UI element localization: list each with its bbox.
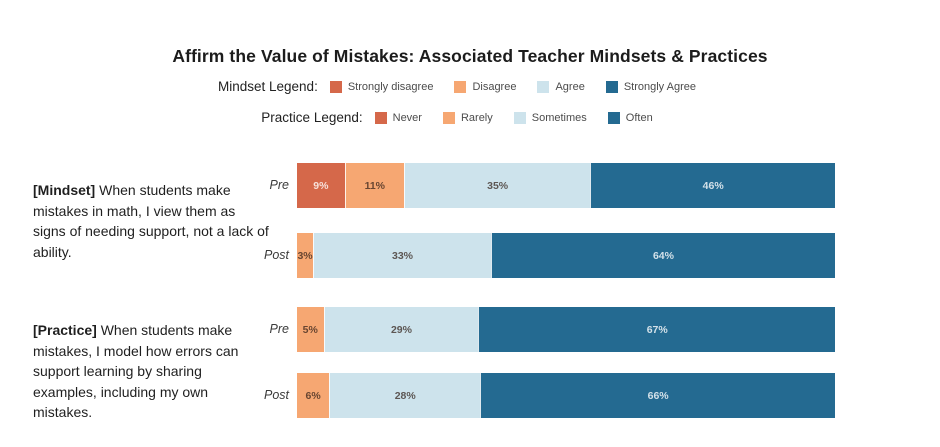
bar-segment-strongly-disagree: 9% (297, 163, 345, 208)
legend-label-disagree: Disagree (472, 80, 517, 93)
stacked-bar-practice-pre: 5% 29% 67% (297, 307, 835, 352)
bar-segment-sometimes: 28% (329, 373, 481, 418)
bar-segment-rarely: 5% (297, 307, 324, 352)
question-practice: [Practice] When students make mistakes, … (33, 320, 269, 423)
segment-value-label: 5% (302, 323, 318, 336)
row-label-mindset-post: Post (263, 248, 289, 262)
legend-item-disagree: Disagree (454, 80, 517, 93)
stacked-bar-mindset-post: 3% 33% 64% (297, 233, 835, 278)
legend-item-never: Never (374, 111, 422, 124)
legend-item-sometimes: Sometimes (513, 111, 587, 124)
legend-label-never: Never (392, 111, 422, 124)
stacked-bar-mindset-pre: 9% 11% 35% 46% (297, 163, 835, 208)
bar-segment-strongly-agree: 64% (490, 233, 835, 278)
question-practice-text: When students make mistakes, I model how… (33, 322, 239, 420)
legend-item-often: Often (607, 111, 653, 124)
segment-value-label: 33% (392, 249, 414, 262)
legend-swatch-rarely (442, 111, 455, 124)
question-mindset-tag: [Mindset] (33, 182, 96, 198)
row-label-practice-post: Post (263, 388, 289, 402)
question-mindset-text: When students make mistakes in math, I v… (33, 182, 269, 260)
segment-value-label: 9% (313, 179, 329, 192)
bar-segment-often: 66% (480, 373, 835, 418)
legend-label-often: Often (625, 111, 653, 124)
bar-segment-strongly-agree: 46% (590, 163, 835, 208)
legend-label-strongly-disagree: Strongly disagree (347, 80, 434, 93)
question-mindset: [Mindset] When students make mistakes in… (33, 180, 269, 262)
segment-value-label: 66% (647, 389, 669, 402)
legend-practice-title: Practice Legend: (261, 110, 363, 125)
legend-practice: Practice Legend: Never Rarely Sometimes … (0, 110, 914, 125)
bar-segment-often: 67% (478, 307, 835, 352)
segment-value-label: 35% (487, 179, 509, 192)
segment-value-label: 11% (364, 179, 386, 192)
bar-row-mindset-pre: Pre 9% 11% 35% 46% (240, 163, 843, 208)
stacked-bar-practice-post: 6% 28% 66% (297, 373, 835, 418)
legend-mindset: Mindset Legend: Strongly disagree Disagr… (0, 79, 914, 94)
legend-swatch-never (374, 111, 387, 124)
segment-value-label: 3% (297, 249, 313, 262)
question-practice-tag: [Practice] (33, 322, 97, 338)
legend-item-strongly-disagree: Strongly disagree (329, 80, 434, 93)
legend-mindset-title: Mindset Legend: (218, 79, 318, 94)
bar-segment-agree: 33% (313, 233, 491, 278)
legend-label-rarely: Rarely (460, 111, 493, 124)
bar-row-practice-pre: Pre 5% 29% 67% (240, 307, 843, 352)
bar-row-mindset-post: Post 3% 33% 64% (240, 233, 843, 278)
bar-segment-agree: 35% (403, 163, 591, 208)
legend-item-agree: Agree (537, 80, 585, 93)
legend-swatch-often (607, 111, 620, 124)
bar-segment-sometimes: 29% (323, 307, 479, 352)
bar-row-practice-post: Post 6% 28% 66% (240, 373, 843, 418)
legend-item-rarely: Rarely (442, 111, 493, 124)
bar-segment-rarely: 6% (297, 373, 330, 418)
row-label-practice-pre: Pre (269, 322, 289, 336)
bar-segment-disagree: 3% (297, 233, 314, 278)
bar-segment-disagree: 11% (344, 163, 404, 208)
legend-swatch-sometimes (513, 111, 526, 124)
segment-value-label: 46% (702, 179, 724, 192)
segment-value-label: 64% (652, 249, 674, 262)
legend-swatch-disagree (454, 80, 467, 93)
legend-label-strongly-agree: Strongly Agree (623, 80, 696, 93)
row-label-mindset-pre: Pre (269, 178, 289, 192)
legend-swatch-strongly-agree (605, 80, 618, 93)
legend-item-strongly-agree: Strongly Agree (605, 80, 696, 93)
legend-swatch-agree (537, 80, 550, 93)
segment-value-label: 29% (390, 323, 412, 336)
segment-value-label: 6% (305, 389, 321, 402)
legend-label-agree: Agree (555, 80, 585, 93)
segment-value-label: 67% (646, 323, 668, 336)
segment-value-label: 28% (394, 389, 416, 402)
legend-label-sometimes: Sometimes (531, 111, 587, 124)
legend-swatch-strongly-disagree (329, 80, 342, 93)
chart-title: Affirm the Value of Mistakes: Associated… (172, 46, 768, 66)
